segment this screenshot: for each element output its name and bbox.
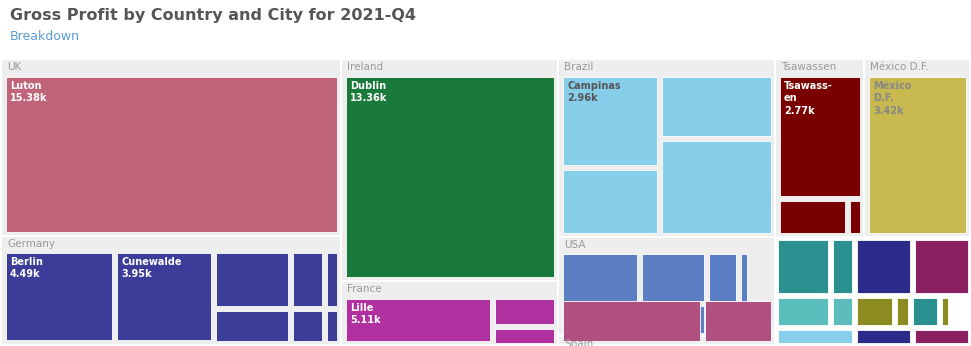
Bar [342,282,557,344]
Bar [562,300,699,340]
Text: Ireland: Ireland [347,62,384,72]
Text: México
D.F.
3.42k: México D.F. 3.42k [873,81,912,116]
Text: France: France [347,284,382,294]
Bar [661,140,771,233]
Text: Dublin
13.36k: Dublin 13.36k [350,81,387,103]
Text: Campinas
2.96k: Campinas 2.96k [567,81,620,103]
Bar [915,239,967,292]
Bar [780,76,859,195]
Text: USA: USA [564,240,586,250]
Text: Berlin
4.49k: Berlin 4.49k [10,257,43,280]
Bar [709,254,735,300]
Bar [942,298,948,325]
Bar [326,253,337,306]
Text: Brazil: Brazil [564,62,593,72]
Bar [832,239,852,292]
Bar [896,298,908,325]
Bar [642,306,704,333]
Bar [342,60,557,280]
Bar [216,310,287,340]
Bar [705,300,771,340]
Bar [326,310,337,340]
Bar [915,329,967,343]
Bar [778,329,852,343]
Bar [856,298,891,325]
Bar [117,253,211,339]
Bar [346,299,489,340]
Text: Cunewalde
3.95k: Cunewalde 3.95k [121,257,182,280]
Text: Tsawassen: Tsawassen [781,62,836,72]
Bar [562,170,656,233]
Text: UK: UK [7,62,21,72]
Bar [559,238,774,335]
Bar [6,76,337,231]
Bar [709,306,735,333]
Bar [494,299,553,324]
Bar [346,76,553,276]
Bar [856,239,910,292]
Text: Tsawass-
en
2.77k: Tsawass- en 2.77k [784,81,833,116]
Bar [780,200,845,233]
Text: Breakdown: Breakdown [10,30,80,43]
Bar [868,76,965,233]
Bar [832,298,852,325]
Text: Germany: Germany [7,239,55,249]
Bar [292,310,321,340]
Bar [778,239,827,292]
Text: Spain: Spain [564,339,593,346]
Bar [913,298,936,325]
Bar [562,76,656,164]
Bar [562,254,637,330]
Bar [292,253,321,306]
Bar [661,76,771,136]
Bar [494,328,553,343]
Bar [778,298,827,325]
Bar [559,337,774,344]
Text: Gross Profit by Country and City for 2021-Q4: Gross Profit by Country and City for 202… [10,8,416,23]
Bar [850,200,859,233]
Text: México D.F.: México D.F. [870,62,928,72]
Bar [776,60,863,236]
Bar [6,253,112,339]
Bar [559,60,774,236]
Bar [642,254,704,300]
Text: Luton
15.38k: Luton 15.38k [10,81,48,103]
Bar [865,60,969,236]
Bar [2,60,340,235]
Bar [216,253,287,306]
Bar [856,329,910,343]
Bar [741,254,747,330]
Text: Lille
5.11k: Lille 5.11k [350,303,381,325]
Bar [2,237,340,344]
